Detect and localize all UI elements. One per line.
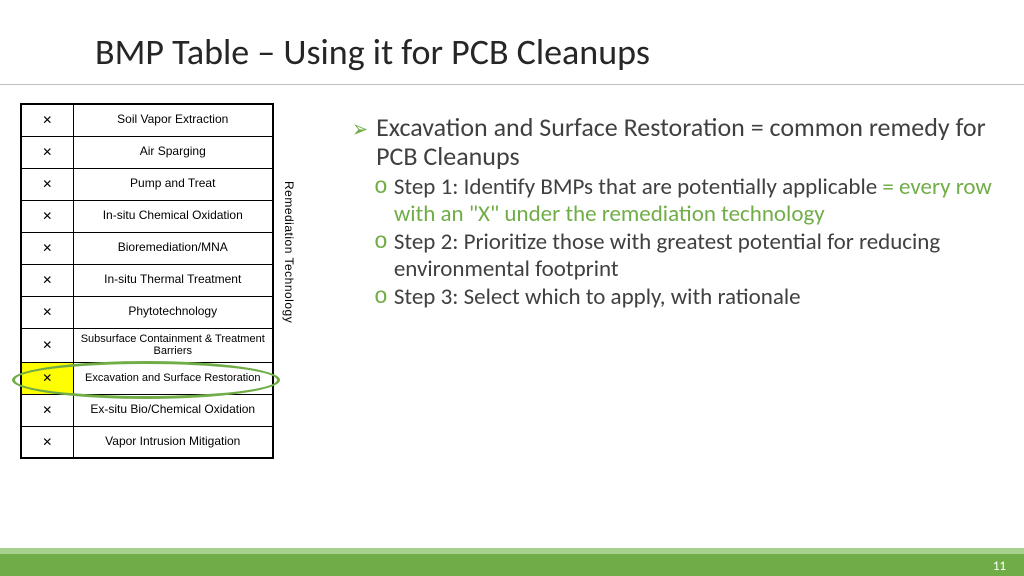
table-side-label: Remediation Technology: [282, 181, 296, 323]
table-row: ✕In-situ Chemical Oxidation: [21, 200, 273, 232]
x-mark-cell: ✕: [21, 264, 73, 296]
table-wrap: ✕Soil Vapor Extraction✕Air Sparging✕Pump…: [20, 103, 320, 459]
table-row: ✕Phytotechnology: [21, 296, 273, 328]
page-title: BMP Table – Using it for PCB Cleanups: [0, 30, 1024, 85]
x-mark-cell: ✕: [21, 426, 73, 458]
table-row: ✕Excavation and Surface Restoration: [21, 362, 273, 394]
tech-label-cell: Subsurface Containment & Treatment Barri…: [73, 328, 273, 362]
sub-bullet: oStep 2: Prioritize those with greatest …: [350, 229, 994, 282]
sub-bullet-black: Step 3: Select which to apply, with rati…: [394, 283, 801, 311]
x-mark-cell: ✕: [21, 232, 73, 264]
tech-label-cell: Excavation and Surface Restoration: [73, 362, 273, 394]
x-mark-cell: ✕: [21, 136, 73, 168]
content-area: ✕Soil Vapor Extraction✕Air Sparging✕Pump…: [0, 103, 1024, 459]
table-row: ✕Ex-situ Bio/Chemical Oxidation: [21, 394, 273, 426]
sub-bullet-black: Step 1: Identify BMPs that are potential…: [394, 173, 883, 201]
main-bullet-text: Excavation and Surface Restoration = com…: [376, 113, 994, 170]
arrow-icon: ➢: [352, 115, 368, 144]
page-number: 11: [993, 559, 1006, 574]
circle-bullet-icon: o: [374, 284, 388, 312]
table-row: ✕Vapor Intrusion Mitigation: [21, 426, 273, 458]
remediation-table: ✕Soil Vapor Extraction✕Air Sparging✕Pump…: [20, 103, 274, 459]
sub-bullet: oStep 1: Identify BMPs that are potentia…: [350, 174, 994, 227]
tech-label-cell: Phytotechnology: [73, 296, 273, 328]
sub-bullet-text: Step 1: Identify BMPs that are potential…: [394, 174, 994, 227]
tech-label-cell: Ex-situ Bio/Chemical Oxidation: [73, 394, 273, 426]
tech-label-cell: In-situ Chemical Oxidation: [73, 200, 273, 232]
circle-bullet-icon: o: [374, 174, 388, 202]
tech-label-cell: Vapor Intrusion Mitigation: [73, 426, 273, 458]
sub-bullet-text: Step 2: Prioritize those with greatest p…: [394, 229, 994, 282]
tech-label-cell: In-situ Thermal Treatment: [73, 264, 273, 296]
slide: BMP Table – Using it for PCB Cleanups ✕S…: [0, 0, 1024, 576]
x-mark-cell: ✕: [21, 168, 73, 200]
bullets: ➢ Excavation and Surface Restoration = c…: [320, 103, 994, 459]
tech-label-cell: Bioremediation/MNA: [73, 232, 273, 264]
x-mark-cell: ✕: [21, 394, 73, 426]
sub-bullet: oStep 3: Select which to apply, with rat…: [350, 284, 994, 312]
table-row: ✕In-situ Thermal Treatment: [21, 264, 273, 296]
sub-bullet-text: Step 3: Select which to apply, with rati…: [394, 284, 801, 310]
tech-label-cell: Soil Vapor Extraction: [73, 104, 273, 136]
table-row: ✕Air Sparging: [21, 136, 273, 168]
table-row: ✕Subsurface Containment & Treatment Barr…: [21, 328, 273, 362]
x-mark-cell: ✕: [21, 328, 73, 362]
table-row: ✕Pump and Treat: [21, 168, 273, 200]
tech-label-cell: Pump and Treat: [73, 168, 273, 200]
x-mark-cell: ✕: [21, 104, 73, 136]
table-row: ✕Bioremediation/MNA: [21, 232, 273, 264]
x-mark-cell: ✕: [21, 200, 73, 232]
circle-bullet-icon: o: [374, 229, 388, 257]
table-row: ✕Soil Vapor Extraction: [21, 104, 273, 136]
main-bullet: ➢ Excavation and Surface Restoration = c…: [350, 113, 994, 170]
x-mark-cell: ✕: [21, 296, 73, 328]
x-mark-cell: ✕: [21, 362, 73, 394]
tech-label-cell: Air Sparging: [73, 136, 273, 168]
sub-bullet-black: Step 2: Prioritize those with greatest p…: [394, 228, 940, 282]
footer-bar: 11: [0, 548, 1024, 576]
